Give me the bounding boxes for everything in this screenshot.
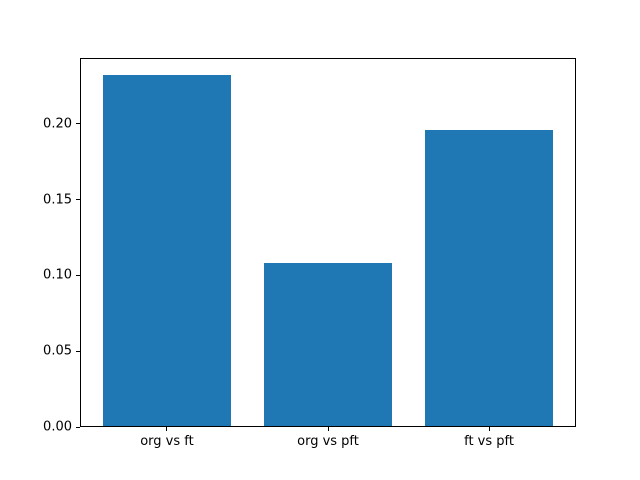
- y-tick-mark: [76, 123, 80, 125]
- bar-0: [102, 75, 232, 428]
- x-tick-mark: [327, 427, 329, 432]
- y-tick-mark: [76, 199, 80, 201]
- y-tick-mark: [76, 274, 80, 276]
- bar-1: [263, 263, 393, 428]
- x-tick-label: org vs pft: [297, 434, 359, 450]
- y-tick-label: 0.10: [43, 267, 72, 283]
- y-tick-label: 0.05: [43, 343, 72, 359]
- y-tick-label: 0.00: [43, 419, 72, 435]
- y-tick-mark: [76, 426, 80, 428]
- y-tick-mark: [76, 350, 80, 352]
- x-tick-label: org vs ft: [140, 434, 194, 450]
- x-tick-mark: [488, 427, 490, 432]
- y-tick-label: 0.20: [43, 116, 72, 132]
- bar-2: [424, 129, 554, 428]
- x-tick-label: ft vs pft: [464, 434, 514, 450]
- x-tick-mark: [166, 427, 168, 432]
- y-tick-label: 0.15: [43, 192, 72, 208]
